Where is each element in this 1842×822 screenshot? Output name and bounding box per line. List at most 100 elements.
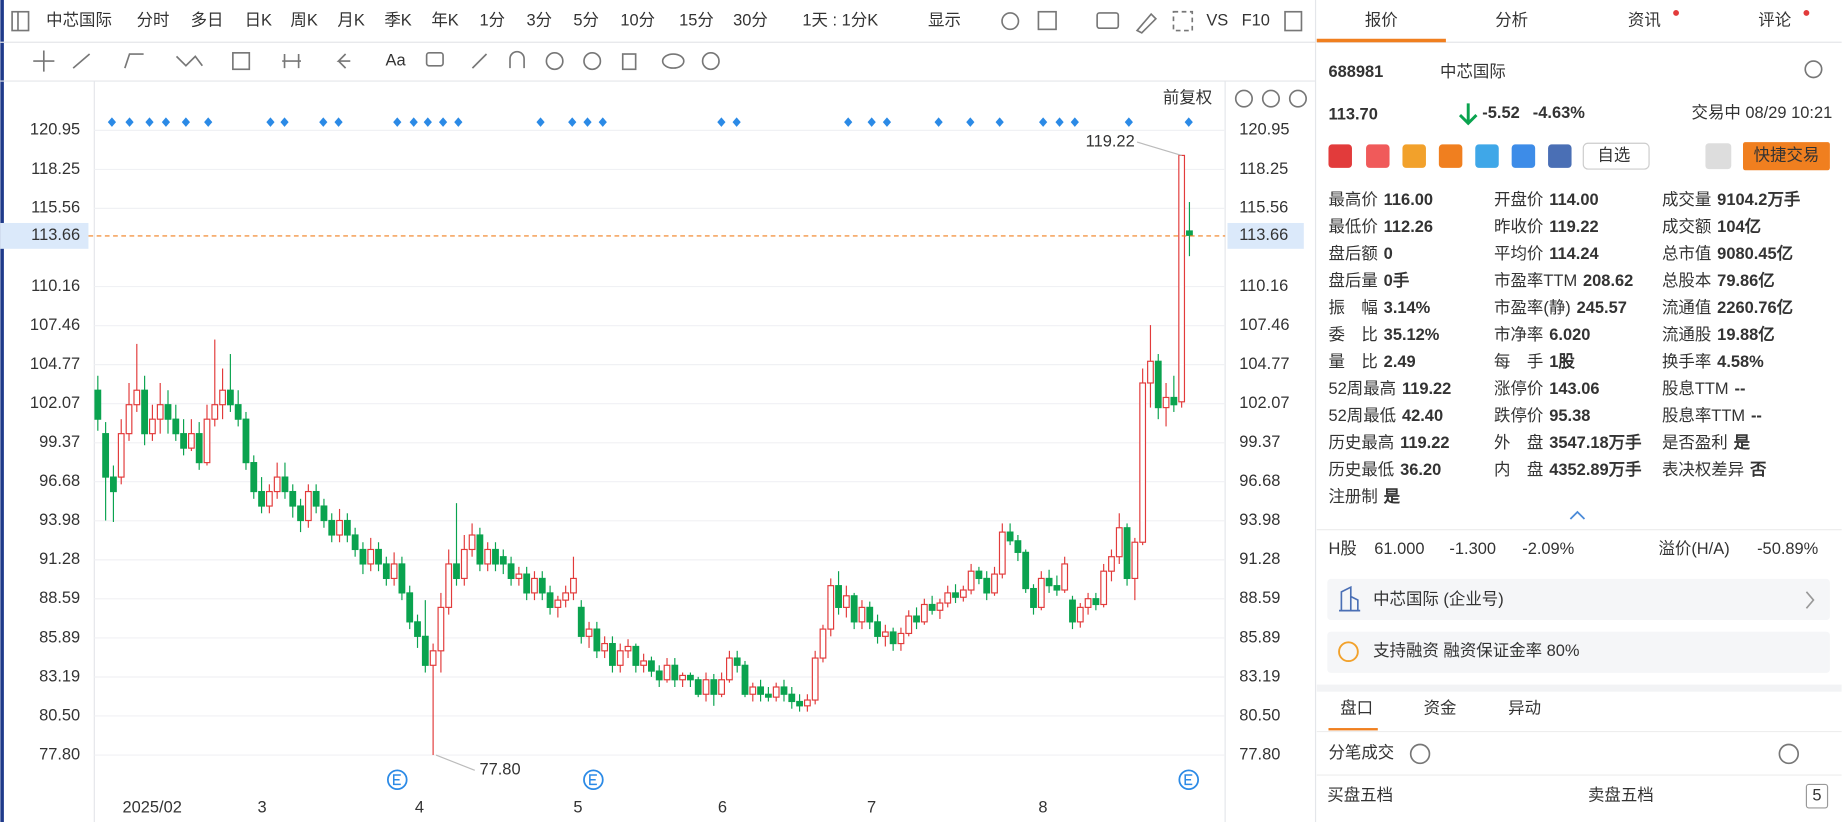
ask-title: 卖盘五档	[1588, 786, 1654, 805]
stat-value: 95.38	[1549, 407, 1590, 425]
period-tab[interactable]: 15分	[679, 11, 714, 29]
candle-body	[382, 563, 390, 580]
stat-value: 19.88亿	[1717, 325, 1775, 344]
period-tab[interactable]: 1分	[479, 11, 505, 29]
candle-body	[250, 462, 258, 493]
zoom-out[interactable]	[1261, 89, 1280, 108]
panel-tab[interactable]: 资讯	[1628, 11, 1661, 29]
stat-value: 245.57	[1577, 299, 1627, 317]
alert-button[interactable]	[1705, 143, 1732, 170]
y-tick-label: 118.25	[1239, 160, 1288, 178]
candle-body	[437, 606, 445, 652]
move-tool[interactable]	[33, 50, 55, 72]
y-tick-label: 96.68	[39, 472, 80, 490]
stat-label: 外 盘	[1494, 433, 1543, 452]
wave-tool[interactable]	[175, 55, 203, 67]
panel-icon[interactable]	[1284, 10, 1303, 32]
icon[interactable]	[1402, 144, 1426, 168]
magnet-tool[interactable]	[509, 50, 525, 69]
period-tab[interactable]: 3分	[526, 11, 552, 29]
period-tab[interactable]: 30分	[733, 11, 768, 29]
layout-icon[interactable]	[1037, 10, 1057, 31]
icon[interactable]	[1548, 144, 1572, 168]
period-tab[interactable]: 季K	[384, 11, 411, 29]
arrow-tool[interactable]	[336, 53, 351, 69]
trade-button[interactable]	[1743, 142, 1830, 171]
link-box[interactable]	[1327, 578, 1830, 621]
more-icon[interactable]	[1778, 743, 1800, 765]
link-text[interactable]: 支持融资 融资保证金率 80%	[1373, 642, 1580, 660]
panel-tab[interactable]: 评论	[1758, 11, 1791, 29]
period-tab[interactable]: 周K	[290, 11, 317, 29]
event-marker	[409, 117, 418, 127]
range-tool[interactable]	[282, 54, 301, 69]
settings-icon[interactable]	[1804, 60, 1823, 79]
panel-tab[interactable]: 报价	[1365, 11, 1398, 29]
measure-tool[interactable]	[232, 52, 251, 71]
stat-label: 每 手	[1494, 353, 1543, 371]
candle-body	[133, 389, 141, 406]
watch-button[interactable]	[1582, 142, 1650, 170]
icon[interactable]	[1438, 144, 1463, 168]
icon[interactable]	[1366, 144, 1390, 168]
icon[interactable]	[1475, 144, 1499, 168]
icon[interactable]	[1511, 144, 1536, 168]
period-tab[interactable]: 显示	[928, 11, 961, 29]
stat-label: 盘后量	[1328, 271, 1377, 290]
poly-tool[interactable]	[124, 53, 144, 69]
period-tab[interactable]: 5分	[573, 11, 599, 29]
reset-icon[interactable]	[1234, 89, 1253, 108]
depth-box[interactable]	[1805, 783, 1829, 809]
org-icon	[1339, 585, 1361, 612]
stock-tab[interactable]: 中芯国际	[46, 11, 112, 29]
collapse-icon[interactable]	[1569, 510, 1586, 520]
delete-tool[interactable]	[621, 53, 637, 71]
zoom-in[interactable]	[1288, 89, 1307, 108]
panel-tab[interactable]: 分析	[1495, 11, 1528, 29]
camera-icon[interactable]	[1096, 12, 1120, 30]
period-tab[interactable]: 日K	[245, 11, 272, 29]
icon[interactable]	[1328, 144, 1352, 168]
stat-value: 6.020	[1549, 326, 1590, 344]
candle-body	[1115, 527, 1123, 558]
link-tool[interactable]	[661, 53, 685, 69]
depth[interactable]: 5	[1812, 787, 1821, 805]
period-tab[interactable]: 1天 : 1分K	[802, 11, 878, 29]
lock-tool[interactable]	[545, 52, 564, 71]
sidebar-toggle[interactable]	[11, 10, 30, 32]
trade-label[interactable]: 快捷交易	[1754, 147, 1820, 165]
line-tool[interactable]	[72, 53, 91, 69]
y-tick-label: 80.50	[39, 706, 80, 724]
note-tool[interactable]	[425, 52, 444, 67]
adjust-label[interactable]: 前复权	[1163, 89, 1212, 107]
sub-tab[interactable]: 异动	[1508, 700, 1541, 718]
link-box[interactable]	[1327, 631, 1830, 673]
toolbar-extra[interactable]: VS	[1206, 11, 1228, 29]
candle-body	[226, 389, 234, 406]
earnings-glyph	[1184, 774, 1193, 786]
toolbar-extra[interactable]: F10	[1242, 11, 1270, 29]
candle-body	[640, 660, 648, 666]
brush-tool[interactable]	[471, 53, 488, 69]
period-tab[interactable]: 分时	[137, 11, 170, 29]
period-tab[interactable]: 10分	[620, 11, 655, 29]
candle-chart: 120.95 120.95 118.25 118.25 115.56 115.56 110.…	[0, 117, 1304, 816]
settings-icon[interactable]	[1001, 12, 1020, 31]
font-tool[interactable]: Aa	[386, 51, 407, 69]
period-tab[interactable]: 年K	[431, 11, 458, 29]
watch-label[interactable]: 自选	[1597, 147, 1630, 165]
sub-tab[interactable]: 盘口	[1340, 699, 1373, 718]
link-text[interactable]: 中芯国际 (企业号)	[1373, 590, 1504, 608]
candle-body	[1053, 585, 1061, 591]
info-icon[interactable]	[1409, 743, 1431, 765]
pen-icon[interactable]	[1135, 12, 1158, 34]
period-tab[interactable]: 月K	[337, 11, 364, 29]
period-tab[interactable]: 多日	[191, 11, 224, 29]
sub-tab[interactable]: 资金	[1424, 700, 1457, 718]
hide-tool[interactable]	[583, 52, 602, 71]
tool-settings[interactable]	[701, 52, 720, 71]
candle-body	[468, 534, 476, 551]
event-marker	[423, 117, 432, 127]
fullscreen-icon[interactable]	[1172, 10, 1194, 32]
candle-body	[421, 635, 429, 666]
